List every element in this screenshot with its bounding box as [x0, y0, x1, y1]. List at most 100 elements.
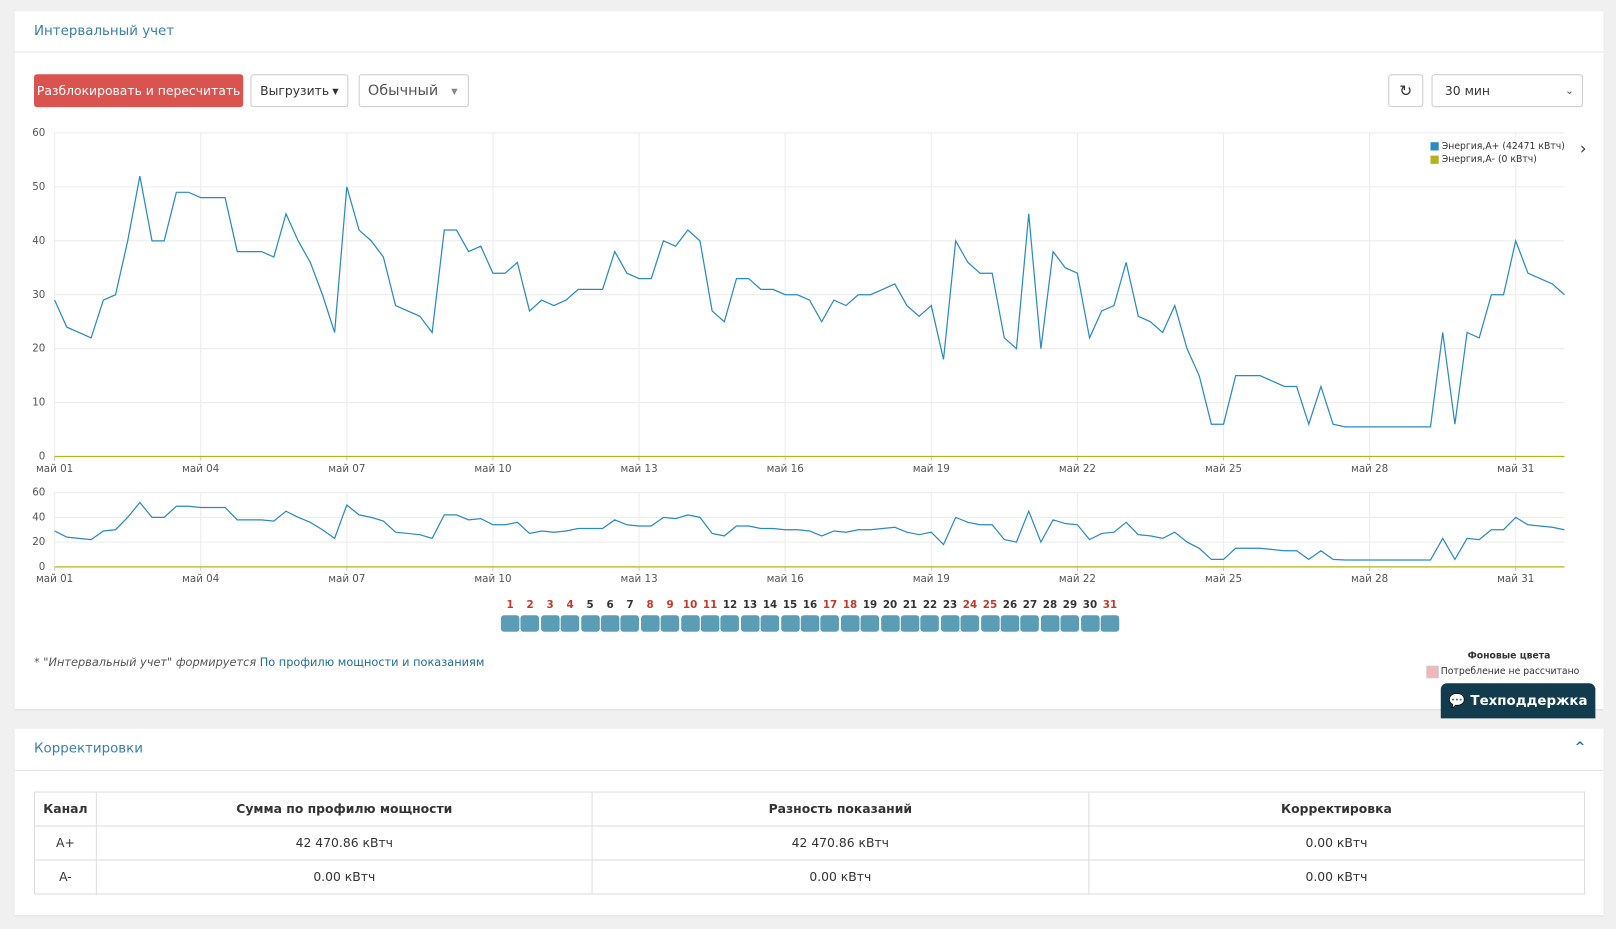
legend-label: Энергия,А- (0 кВтч) — [1442, 154, 1537, 165]
day-label: 5 — [586, 599, 594, 612]
interval-label: 30 мин — [1444, 83, 1491, 98]
y-tick-label: 0 — [39, 561, 46, 573]
table-row: A+ 42 470.86 кВтч 42 470.86 кВтч 0.00 кВтч — [34, 825, 1586, 861]
day-button[interactable] — [620, 615, 640, 632]
day-button[interactable] — [1100, 615, 1120, 632]
day-button[interactable] — [900, 615, 920, 632]
mode-label: Обычный — [367, 82, 439, 99]
day-button[interactable] — [960, 615, 980, 632]
day-button[interactable] — [820, 615, 840, 632]
x-tick-label: май 01 — [36, 463, 73, 475]
x-tick-label: май 07 — [328, 463, 365, 475]
day-button[interactable] — [560, 615, 580, 632]
day-button[interactable] — [680, 615, 700, 632]
x-tick-label: май 31 — [1497, 573, 1534, 585]
day-label: 27 — [1022, 599, 1038, 612]
column-header: Разность показаний — [591, 791, 1089, 827]
day-label: 9 — [666, 599, 674, 612]
x-tick-label: май 25 — [1205, 463, 1242, 475]
panel-title: Корректировки — [34, 741, 143, 757]
day-button[interactable] — [880, 615, 900, 632]
y-tick-label: 20 — [32, 343, 45, 355]
day-button[interactable] — [760, 615, 780, 632]
legend-label: Энергия,А+ (42471 кВтч) — [1442, 141, 1565, 152]
day-label: 13 — [742, 599, 758, 612]
day-label: 7 — [626, 599, 634, 612]
y-tick-label: 10 — [32, 397, 45, 409]
legend-swatch — [1430, 142, 1439, 151]
x-tick-label: май 25 — [1205, 573, 1242, 585]
series-line — [54, 501, 1565, 561]
day-button[interactable] — [920, 615, 940, 632]
day-button[interactable] — [520, 615, 540, 632]
panel-title: Интервальный учет — [34, 23, 175, 40]
x-tick-label: май 19 — [913, 573, 950, 585]
day-button[interactable] — [940, 615, 960, 632]
x-tick-label: май 13 — [620, 463, 657, 475]
day-label: 4 — [566, 599, 574, 612]
day-button[interactable] — [740, 615, 760, 632]
column-header: Канал — [34, 791, 97, 827]
day-button[interactable] — [980, 615, 1000, 632]
x-tick-label: май 22 — [1059, 463, 1096, 475]
export-label: Выгрузить — [260, 83, 330, 98]
day-button[interactable] — [860, 615, 880, 632]
support-label: Техподдержка — [1470, 693, 1588, 709]
day-label: 16 — [802, 599, 818, 612]
day-button[interactable] — [700, 615, 720, 632]
support-button[interactable]: 💬 Техподдержка — [1440, 683, 1596, 719]
day-button[interactable] — [540, 615, 560, 632]
day-label: 19 — [862, 599, 878, 612]
day-button[interactable] — [500, 615, 520, 632]
legend-arrow[interactable]: › — [1580, 139, 1587, 158]
x-tick-label: май 13 — [620, 573, 657, 585]
refresh-button[interactable]: ↻ — [1388, 74, 1424, 108]
day-label: 17 — [822, 599, 838, 612]
unlock-button[interactable]: Разблокировать и пересчитать — [34, 74, 244, 108]
table-cell: 0.00 кВтч — [591, 859, 1089, 895]
mode-select[interactable]: Обычный ▼ — [358, 74, 469, 108]
y-tick-label: 60 — [32, 487, 45, 499]
day-label: 18 — [842, 599, 858, 612]
y-tick-label: 50 — [32, 181, 45, 193]
interval-panel: Интервальный учет Разблокировать и перес… — [14, 11, 1604, 710]
day-button[interactable] — [1060, 615, 1080, 632]
divider — [14, 769, 1604, 771]
day-button[interactable] — [600, 615, 620, 632]
day-button[interactable] — [1040, 615, 1060, 632]
table-cell: A+ — [34, 825, 97, 861]
day-button[interactable] — [840, 615, 860, 632]
collapse-toggle[interactable]: ^ — [1574, 738, 1586, 754]
table-cell: A- — [34, 859, 97, 895]
day-button[interactable] — [780, 615, 800, 632]
x-tick-label: май 28 — [1351, 573, 1388, 585]
day-label: 21 — [902, 599, 918, 612]
day-button[interactable] — [1000, 615, 1020, 632]
x-tick-label: май 07 — [328, 573, 365, 585]
day-button[interactable] — [1080, 615, 1100, 632]
x-tick-label: май 04 — [182, 463, 219, 475]
day-label: 10 — [682, 599, 698, 612]
chart: › 0 10 20 30 40 50 60 май 01 май 04 май 07 май 10 м… — [32, 127, 1587, 585]
day-label: 11 — [702, 599, 718, 612]
table-cell: 0.00 кВтч — [1087, 859, 1586, 895]
support-icon: 💬 — [1448, 693, 1466, 709]
footnote-text: * "Интервальный учет" формируется — [34, 655, 257, 669]
day-button[interactable] — [1020, 615, 1040, 632]
day-button[interactable] — [800, 615, 820, 632]
day-label: 14 — [762, 599, 778, 612]
series-line — [54, 176, 1565, 428]
caret: ▼ — [332, 86, 339, 96]
day-button[interactable] — [720, 615, 740, 632]
day-label: 29 — [1062, 599, 1078, 612]
export-button[interactable]: Выгрузить ▼ — [250, 74, 349, 108]
table-cell: 42 470.86 кВтч — [591, 825, 1089, 861]
day-button[interactable] — [660, 615, 680, 632]
day-button[interactable] — [580, 615, 600, 632]
day-label: 15 — [782, 599, 798, 612]
day-button[interactable] — [640, 615, 660, 632]
interval-select[interactable]: 30 мин ⌄ — [1431, 74, 1584, 108]
footnote-link[interactable]: По профилю мощности и показаниям — [259, 655, 485, 669]
